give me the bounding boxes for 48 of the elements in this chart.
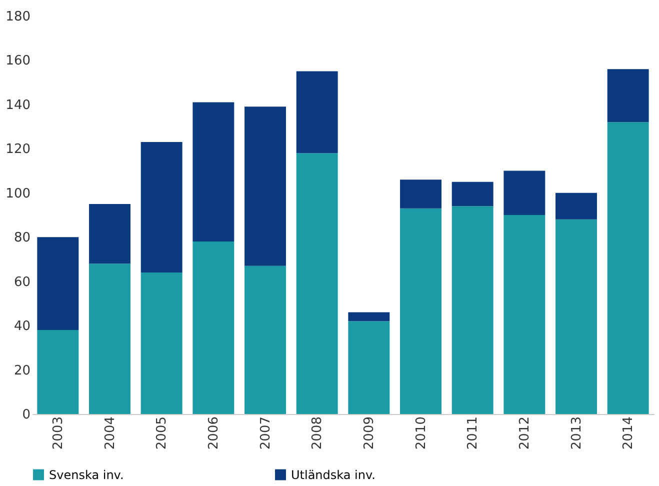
y-tick-label: 20 — [14, 363, 30, 378]
y-tick-label: 180 — [6, 10, 30, 24]
x-tick-label: 2009 — [362, 416, 377, 450]
y-tick-label: 100 — [6, 186, 30, 202]
y-tick-label: 120 — [6, 142, 30, 158]
x-tick-label: 2007 — [258, 416, 274, 450]
bar — [89, 204, 130, 264]
y-tick-label: 140 — [6, 98, 30, 113]
x-tick-label: 2010 — [414, 416, 429, 450]
bar — [504, 215, 546, 414]
x-tick-label: 2004 — [102, 416, 118, 450]
bar — [452, 182, 494, 206]
bar — [400, 180, 442, 208]
x-tick-label: 2012 — [517, 416, 532, 450]
bar — [296, 153, 338, 414]
bar — [37, 237, 79, 330]
x-tick-label: 2008 — [310, 416, 326, 450]
x-tick-label: 2011 — [466, 416, 481, 450]
bar — [348, 312, 390, 322]
bar — [607, 69, 649, 122]
y-tick-label: 160 — [6, 54, 30, 69]
x-tick-label: 2013 — [569, 416, 584, 450]
bar — [244, 106, 286, 266]
bar — [504, 170, 546, 215]
bar — [296, 71, 338, 154]
y-tick-label: 40 — [14, 319, 30, 334]
bar — [400, 208, 442, 414]
x-tick-label: 2003 — [50, 416, 66, 450]
bar — [89, 264, 130, 414]
bar — [244, 266, 286, 414]
x-tick-label: 2005 — [154, 416, 170, 450]
x-tick-label: 2006 — [206, 416, 222, 450]
y-tick-label: 60 — [14, 274, 30, 290]
legend-label: Utländska inv. — [291, 468, 376, 482]
bar — [348, 321, 390, 414]
bar — [452, 206, 494, 414]
legend-label: Svenska inv. — [49, 468, 124, 482]
x-tick-label: 2014 — [621, 416, 636, 450]
bar — [556, 219, 597, 414]
bar — [192, 242, 234, 414]
bar — [607, 122, 649, 414]
y-tick-label: 0 — [22, 408, 30, 422]
bar — [192, 102, 234, 242]
bar — [556, 192, 597, 220]
bar — [140, 272, 182, 414]
bar — [37, 330, 79, 414]
y-tick-label: 80 — [14, 230, 30, 246]
bar — [140, 142, 182, 272]
